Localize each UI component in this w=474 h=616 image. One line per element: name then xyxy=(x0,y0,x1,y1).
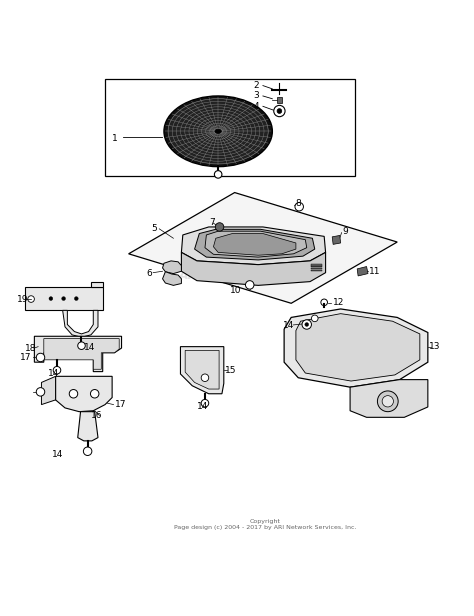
Polygon shape xyxy=(78,411,98,441)
Circle shape xyxy=(201,374,209,381)
Circle shape xyxy=(321,299,328,306)
Polygon shape xyxy=(182,227,326,265)
Polygon shape xyxy=(284,309,428,387)
Polygon shape xyxy=(163,272,182,285)
Text: 14: 14 xyxy=(283,322,294,330)
Polygon shape xyxy=(296,314,420,381)
Text: 13: 13 xyxy=(429,342,441,351)
Circle shape xyxy=(311,315,318,322)
Text: 6: 6 xyxy=(146,269,152,278)
Circle shape xyxy=(295,203,303,211)
Polygon shape xyxy=(128,193,397,303)
Text: Copyright
Page design (c) 2004 - 2017 by ARI Network Services, Inc.: Copyright Page design (c) 2004 - 2017 by… xyxy=(174,519,356,530)
Text: 10: 10 xyxy=(230,286,242,295)
Ellipse shape xyxy=(168,99,268,164)
Polygon shape xyxy=(44,339,119,369)
Circle shape xyxy=(69,389,78,398)
Text: 2: 2 xyxy=(254,81,259,89)
Circle shape xyxy=(36,353,45,362)
Bar xyxy=(311,266,322,267)
Polygon shape xyxy=(35,336,121,371)
Bar xyxy=(311,270,322,271)
Text: 14: 14 xyxy=(84,343,95,352)
Ellipse shape xyxy=(215,129,221,134)
Circle shape xyxy=(214,171,222,178)
Polygon shape xyxy=(25,287,103,310)
Circle shape xyxy=(382,395,393,407)
Text: 19: 19 xyxy=(17,295,28,304)
Text: 5: 5 xyxy=(151,224,157,233)
Circle shape xyxy=(91,389,99,398)
Text: 7: 7 xyxy=(209,217,214,227)
Polygon shape xyxy=(195,229,315,260)
Polygon shape xyxy=(213,233,296,255)
Polygon shape xyxy=(182,253,326,285)
Circle shape xyxy=(28,296,35,302)
Circle shape xyxy=(53,367,61,374)
Polygon shape xyxy=(41,376,55,405)
Text: 14: 14 xyxy=(47,368,59,378)
Text: 8: 8 xyxy=(295,200,301,208)
Text: 17: 17 xyxy=(115,400,126,409)
Polygon shape xyxy=(350,379,428,417)
Polygon shape xyxy=(205,231,307,257)
Circle shape xyxy=(277,108,282,113)
Polygon shape xyxy=(357,267,368,276)
Text: 4: 4 xyxy=(254,102,259,111)
Text: 14: 14 xyxy=(52,450,64,458)
Bar xyxy=(311,264,322,265)
Circle shape xyxy=(74,297,78,301)
Circle shape xyxy=(36,387,45,396)
Polygon shape xyxy=(91,282,103,287)
Circle shape xyxy=(274,105,285,116)
Circle shape xyxy=(215,223,224,231)
Circle shape xyxy=(62,297,65,301)
Text: 16: 16 xyxy=(91,411,102,420)
Text: 12: 12 xyxy=(333,298,344,307)
Polygon shape xyxy=(63,310,98,337)
Text: 15: 15 xyxy=(225,366,237,375)
Text: 1: 1 xyxy=(112,134,118,143)
Polygon shape xyxy=(332,235,341,245)
Circle shape xyxy=(305,323,309,326)
Polygon shape xyxy=(55,376,112,411)
Circle shape xyxy=(377,391,398,411)
Text: 3: 3 xyxy=(254,91,259,100)
Bar xyxy=(277,97,282,102)
Text: 18: 18 xyxy=(25,344,36,352)
Bar xyxy=(311,268,322,269)
Ellipse shape xyxy=(164,96,273,167)
Text: AR PartStream™: AR PartStream™ xyxy=(179,269,295,283)
Polygon shape xyxy=(163,261,182,274)
Polygon shape xyxy=(105,79,355,176)
Text: 9: 9 xyxy=(343,227,348,236)
Circle shape xyxy=(201,399,209,407)
Circle shape xyxy=(246,281,254,289)
Circle shape xyxy=(78,342,85,349)
Circle shape xyxy=(302,320,311,329)
Text: 14: 14 xyxy=(197,402,208,410)
Text: 11: 11 xyxy=(369,267,381,276)
Polygon shape xyxy=(181,347,224,394)
Polygon shape xyxy=(185,351,219,389)
Text: 17: 17 xyxy=(20,353,32,362)
Circle shape xyxy=(83,447,92,455)
Circle shape xyxy=(49,297,53,301)
